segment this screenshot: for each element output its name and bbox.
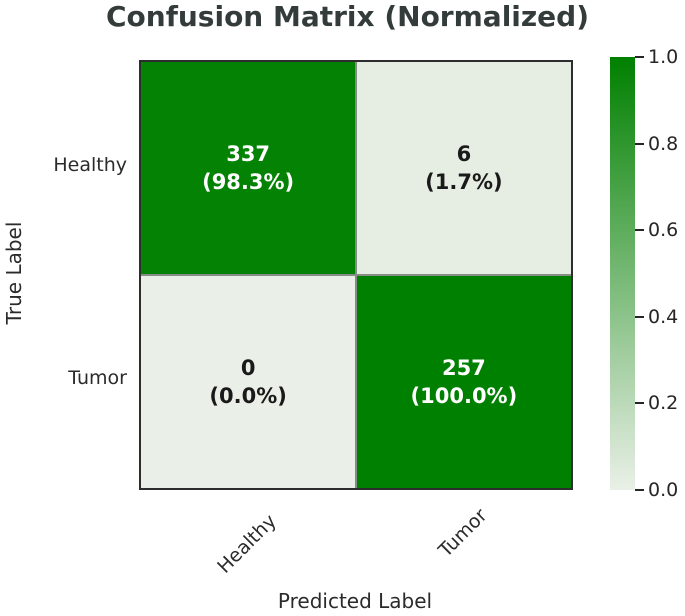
colorbar-tick-mark — [635, 143, 644, 145]
colorbar-label-1.0: 1.0 — [648, 46, 679, 68]
colorbar-tick-mark — [635, 229, 644, 231]
cell-percent: (0.0%) — [209, 383, 287, 408]
cell-count: 337 — [226, 142, 271, 167]
y-axis-label: True Label — [2, 221, 26, 325]
chart-title: Confusion Matrix (Normalized) — [105, 0, 590, 33]
colorbar-label-0.0: 0.0 — [648, 479, 679, 501]
cell-count: 0 — [240, 355, 256, 380]
cell-percent: (1.7%) — [425, 170, 503, 195]
colorbar-label-0.6: 0.6 — [648, 219, 679, 241]
x-tick-healthy: Healthy — [213, 510, 281, 578]
colorbar-gradient — [610, 57, 635, 490]
y-tick-tumor: Tumor — [68, 367, 127, 389]
colorbar-label-0.4: 0.4 — [648, 306, 679, 328]
colorbar-tick-mark — [635, 402, 644, 404]
matrix-cell-tumor-healthy: 0 (0.0%) — [141, 275, 356, 488]
cell-percent: (100.0%) — [410, 383, 518, 408]
matrix-cell-tumor-tumor: 257 (100.0%) — [356, 275, 571, 488]
matrix-cell-healthy-healthy: 337 (98.3%) — [141, 62, 356, 275]
x-tick-tumor: Tumor — [434, 504, 492, 562]
cell-count: 6 — [456, 142, 472, 167]
y-tick-healthy: Healthy — [53, 154, 127, 176]
heatmap-grid: 337 (98.3%) 6 (1.7%) 0 (0.0%) 257 (100.0… — [139, 60, 573, 490]
colorbar-label-0.2: 0.2 — [648, 392, 679, 414]
colorbar-tick-mark — [635, 316, 644, 318]
cell-count: 257 — [441, 355, 486, 380]
cell-percent: (98.3%) — [202, 170, 295, 195]
colorbar-label-0.8: 0.8 — [648, 133, 679, 155]
colorbar-tick-mark — [635, 56, 644, 58]
colorbar-tick-mark — [635, 489, 644, 491]
matrix-cell-healthy-tumor: 6 (1.7%) — [356, 62, 571, 275]
x-axis-label: Predicted Label — [277, 589, 433, 613]
